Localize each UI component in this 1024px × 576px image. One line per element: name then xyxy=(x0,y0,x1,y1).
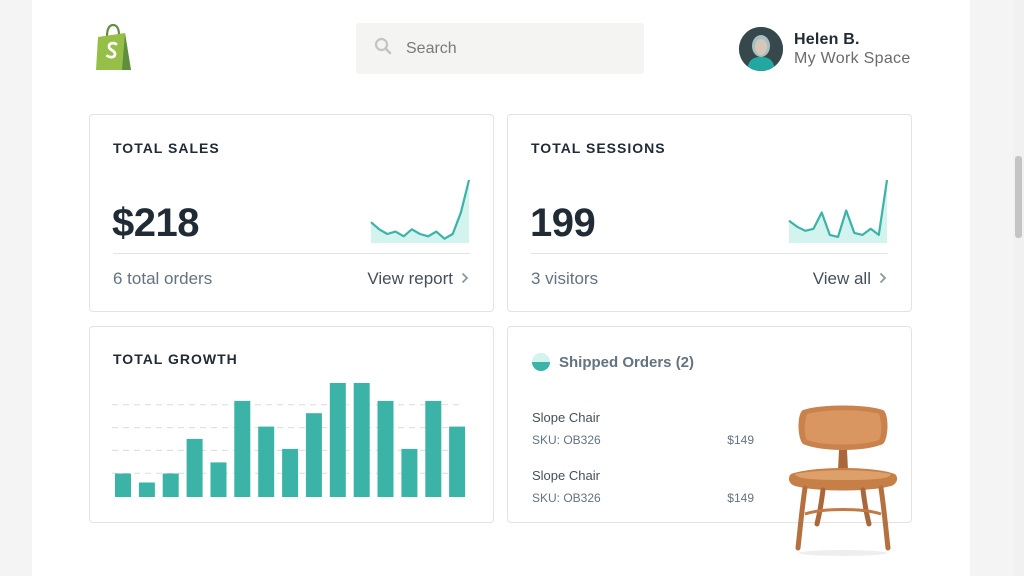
search-bar[interactable] xyxy=(356,23,644,74)
product-sku: SKU: OB326 xyxy=(532,491,601,505)
divider xyxy=(531,253,888,254)
product-price: $149 xyxy=(727,433,754,447)
visitors-count: 3 visitors xyxy=(531,269,599,288)
total-sales-card: TOTAL SALES $218 6 total orders View rep… xyxy=(89,114,494,312)
growth-bar[interactable] xyxy=(138,482,155,498)
orders-count: 6 total orders xyxy=(113,269,213,288)
growth-bar[interactable] xyxy=(115,473,131,498)
total-growth-card: TOTAL GROWTH xyxy=(89,326,494,523)
order-item[interactable]: Slope Chair SKU: OB326 $149 xyxy=(532,468,754,505)
user-name: Helen B. xyxy=(794,31,860,48)
scrollbar-thumb[interactable] xyxy=(1015,156,1022,238)
growth-bar[interactable] xyxy=(210,462,227,497)
scrollbar[interactable] xyxy=(1013,0,1024,576)
growth-bar[interactable] xyxy=(305,413,322,497)
card-title: TOTAL SALES xyxy=(113,140,220,156)
search-icon xyxy=(374,37,392,60)
chevron-right-icon xyxy=(879,269,887,289)
half-circle-icon xyxy=(531,352,551,372)
product-sku: SKU: OB326 xyxy=(532,433,601,447)
link-label: View report xyxy=(367,269,453,288)
workspace-name: My Work Space xyxy=(794,50,911,67)
chevron-right-icon xyxy=(461,269,469,289)
shipped-orders-title: Shipped Orders (2) xyxy=(559,353,695,371)
search-input[interactable] xyxy=(406,39,626,58)
growth-bar[interactable] xyxy=(401,448,418,497)
growth-bar[interactable] xyxy=(162,473,179,498)
divider xyxy=(113,253,470,254)
chair-product-image xyxy=(783,404,903,556)
card-title: TOTAL SESSIONS xyxy=(531,140,666,156)
total-sessions-card: TOTAL SESSIONS 199 3 visitors View all xyxy=(507,114,912,312)
growth-bar[interactable] xyxy=(234,400,251,497)
growth-bar[interactable] xyxy=(186,438,203,497)
product-name: Slope Chair xyxy=(532,410,600,425)
order-item[interactable]: Slope Chair SKU: OB326 $149 xyxy=(532,410,754,447)
link-label: View all xyxy=(812,269,871,288)
growth-bar[interactable] xyxy=(282,448,299,497)
product-price: $149 xyxy=(727,491,754,505)
view-all-link[interactable]: View all xyxy=(813,269,887,289)
sales-sparkline xyxy=(370,179,471,243)
product-name: Slope Chair xyxy=(532,468,600,483)
growth-bar[interactable] xyxy=(353,383,370,497)
view-report-link[interactable]: View report xyxy=(367,269,469,289)
card-title: TOTAL GROWTH xyxy=(113,351,238,367)
sessions-sparkline xyxy=(788,179,889,243)
growth-bar-chart xyxy=(112,383,466,498)
growth-bar[interactable] xyxy=(425,400,442,497)
user-menu[interactable]: Helen B. My Work Space xyxy=(739,26,911,72)
growth-bar[interactable] xyxy=(449,426,466,497)
growth-bar[interactable] xyxy=(377,400,394,497)
growth-bar[interactable] xyxy=(329,383,346,497)
avatar[interactable] xyxy=(739,27,783,71)
shopify-logo[interactable] xyxy=(94,23,134,72)
sales-value: $218 xyxy=(112,201,199,245)
sessions-value: 199 xyxy=(530,201,596,245)
growth-bar[interactable] xyxy=(258,426,275,497)
